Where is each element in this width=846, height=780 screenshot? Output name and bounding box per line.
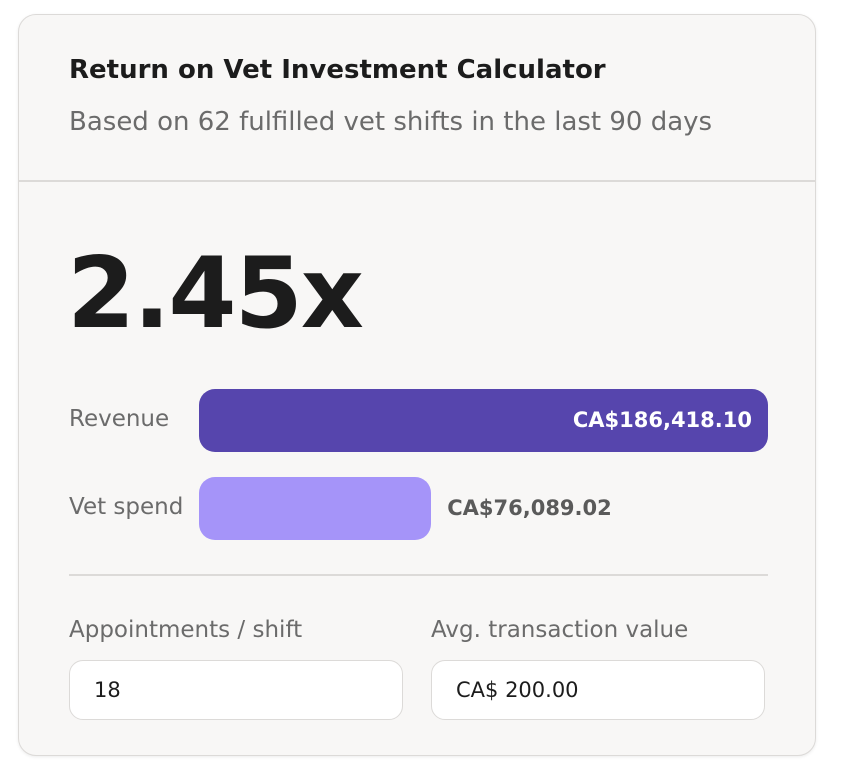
- calculator-card: Return on Vet Investment Calculator Base…: [18, 14, 816, 756]
- ratio: 2.45x: [67, 237, 364, 351]
- separator: [19, 180, 815, 182]
- subtitle: Based on 62 fulfilled vet shifts in the …: [69, 107, 713, 137]
- divider: [69, 574, 768, 576]
- input-label: Appointments / shift: [69, 617, 303, 643]
- input-label: Avg. transaction value: [431, 617, 689, 643]
- bar-label: Revenue: [69, 406, 170, 432]
- value-label: CA$186,418.10: [572, 408, 752, 432]
- title: Return on Vet Investment Calculator: [69, 55, 606, 85]
- value-label: CA$76,089.02: [447, 496, 612, 520]
- bar: [199, 477, 432, 540]
- bar: [199, 389, 768, 452]
- text-input[interactable]: CA$ 200.00: [431, 660, 765, 720]
- text-input[interactable]: 18: [69, 660, 403, 720]
- bar-label: Vet spend: [69, 494, 184, 520]
